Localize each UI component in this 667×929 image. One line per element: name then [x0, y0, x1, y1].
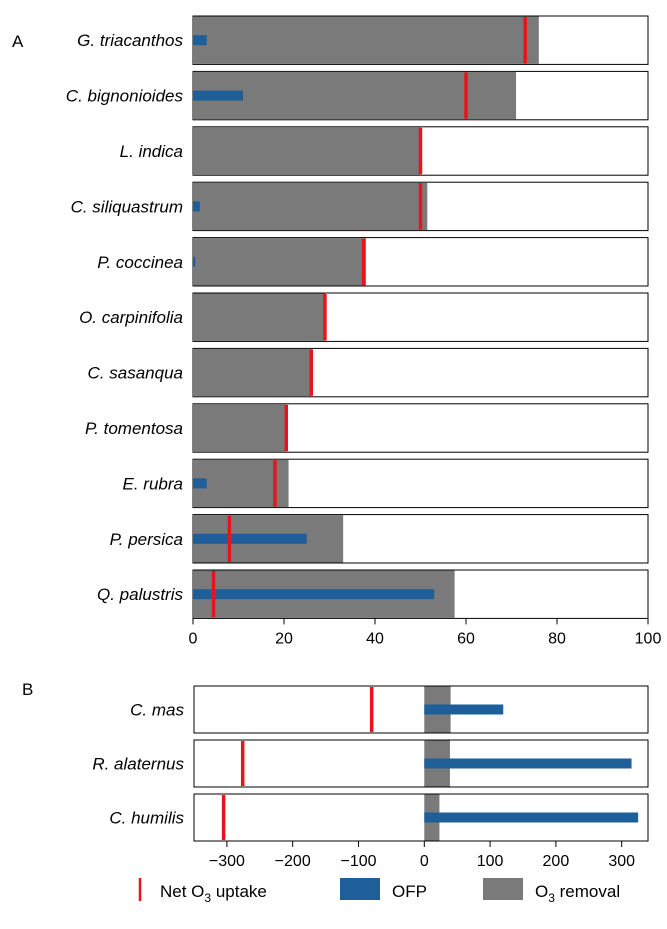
x-tick-label: −300	[209, 853, 245, 870]
species-label-c-humilis: C. humilis	[109, 809, 184, 828]
row-frame-c-mas	[193, 685, 649, 734]
species-label-g-triacanthos: G. triacanthos	[77, 31, 183, 50]
o3-removal-bar-c-siliquastrum	[193, 182, 428, 231]
species-label-c-mas: C. mas	[130, 701, 184, 720]
species-label-p-tomentosa: P. tomentosa	[85, 419, 183, 438]
species-label-p-persica: P. persica	[110, 530, 183, 549]
legend-ofp-swatch	[340, 878, 380, 900]
o3-removal-bar-e-rubra	[193, 459, 289, 508]
x-tick-label: 300	[608, 853, 635, 870]
ofp-bar-c-humilis	[424, 812, 639, 823]
species-label-r-alaternus: R. alaternus	[92, 755, 184, 774]
species-label-l-indica: L. indica	[120, 142, 183, 161]
species-label-e-rubra: E. rubra	[123, 474, 183, 493]
legend-net-uptake-label: Net O3 uptake	[160, 882, 267, 905]
ofp-bar-c-bignonioides	[193, 90, 244, 101]
ofp-bar-g-triacanthos	[193, 35, 207, 46]
o3-removal-bar-p-tomentosa	[193, 404, 287, 452]
o3-removal-bar-c-sasanqua	[193, 348, 312, 397]
legend-o3-removal-swatch	[483, 878, 523, 900]
x-tick-label: 60	[457, 630, 475, 647]
ofp-bar-q-palustris	[193, 589, 435, 600]
ofp-bar-c-siliquastrum	[193, 201, 200, 212]
o3-removal-bar-c-bignonioides	[193, 71, 517, 120]
x-tick-label: 0	[420, 853, 429, 870]
species-label-c-sasanqua: C. sasanqua	[88, 364, 183, 383]
o3-removal-bar-o-carpinifolia	[193, 293, 325, 341]
o3-removal-bar-g-triacanthos	[193, 16, 539, 64]
species-label-c-siliquastrum: C. siliquastrum	[71, 197, 183, 216]
x-tick-label: 100	[635, 630, 662, 647]
legend-o3-removal-label: O3 removal	[535, 882, 620, 905]
species-label-o-carpinifolia: O. carpinifolia	[79, 308, 183, 327]
panel-a: G. triacanthos C. bignonioides L. indica C.…	[12, 15, 662, 647]
legend: Net O3 uptake OFP O3 removal	[138, 878, 620, 905]
x-tick-label: 40	[366, 630, 384, 647]
x-tick-label: 80	[548, 630, 566, 647]
x-tick-label: 0	[189, 630, 198, 647]
panel-b: C. mas R. alaternus C. humilis −300 −200 −100…	[22, 680, 649, 870]
ofp-bar-c-mas	[424, 704, 504, 715]
x-tick-label: 100	[477, 853, 504, 870]
x-tick-label: 20	[275, 630, 293, 647]
ofp-bar-e-rubra	[193, 478, 207, 489]
legend-ofp-label: OFP	[392, 882, 427, 901]
species-label-q-palustris: Q. palustris	[97, 585, 183, 604]
o3-removal-bar-p-coccinea	[193, 238, 366, 286]
x-tick-label: −200	[275, 853, 311, 870]
species-label-c-bignonioides: C. bignonioides	[66, 87, 184, 106]
ofp-bar-p-coccinea	[193, 256, 196, 267]
o3-removal-bar-l-indica	[193, 127, 421, 175]
x-tick-label: 200	[543, 853, 570, 870]
x-tick-label: −100	[340, 853, 376, 870]
ofp-bar-p-persica	[193, 533, 307, 544]
species-label-p-coccinea: P. coccinea	[97, 253, 183, 272]
panel-label: A	[12, 32, 24, 51]
ofp-bar-r-alaternus	[424, 758, 632, 769]
panel-label: B	[22, 680, 33, 699]
